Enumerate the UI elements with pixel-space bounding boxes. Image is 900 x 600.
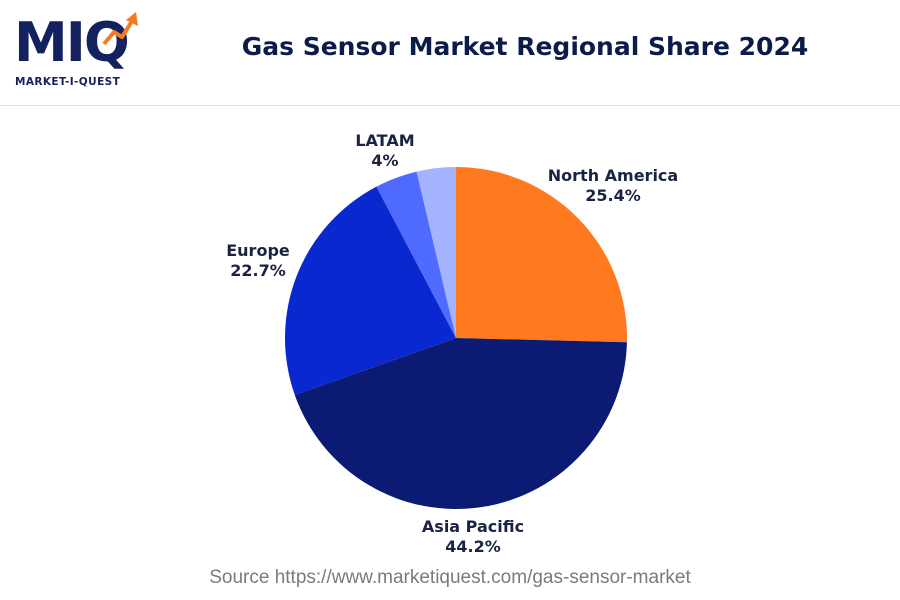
slice-asia-pacific	[294, 338, 627, 510]
value-label-europe: 22.7%	[230, 261, 286, 280]
slice-other	[416, 166, 456, 338]
chart-title: Gas Sensor Market Regional Share 2024	[241, 32, 809, 61]
logo: MIQ MARKET-I-QUEST	[14, 10, 144, 94]
logo-text: MARKET-I-QUEST	[15, 76, 121, 88]
slice-north-america	[456, 167, 628, 343]
header: MIQ MARKET-I-QUEST Gas Sensor Market Reg…	[0, 0, 900, 106]
header-divider	[0, 105, 900, 106]
growth-arrow-icon	[102, 12, 138, 46]
logo-mark: MIQ	[14, 11, 130, 74]
slice-latam	[376, 171, 456, 338]
label-north-america: North America	[548, 166, 678, 185]
label-latam: LATAM	[355, 131, 414, 150]
value-label-north-america: 25.4%	[585, 186, 641, 205]
value-label-latam: 4%	[371, 151, 398, 170]
pie-slices	[285, 166, 628, 510]
label-asia-pacific: Asia Pacific	[422, 517, 524, 536]
value-label-asia-pacific: 44.2%	[445, 537, 501, 556]
label-europe: Europe	[226, 241, 290, 260]
source-note: Source https://www.marketiquest.com/gas-…	[209, 567, 691, 588]
slice-europe	[285, 186, 456, 395]
